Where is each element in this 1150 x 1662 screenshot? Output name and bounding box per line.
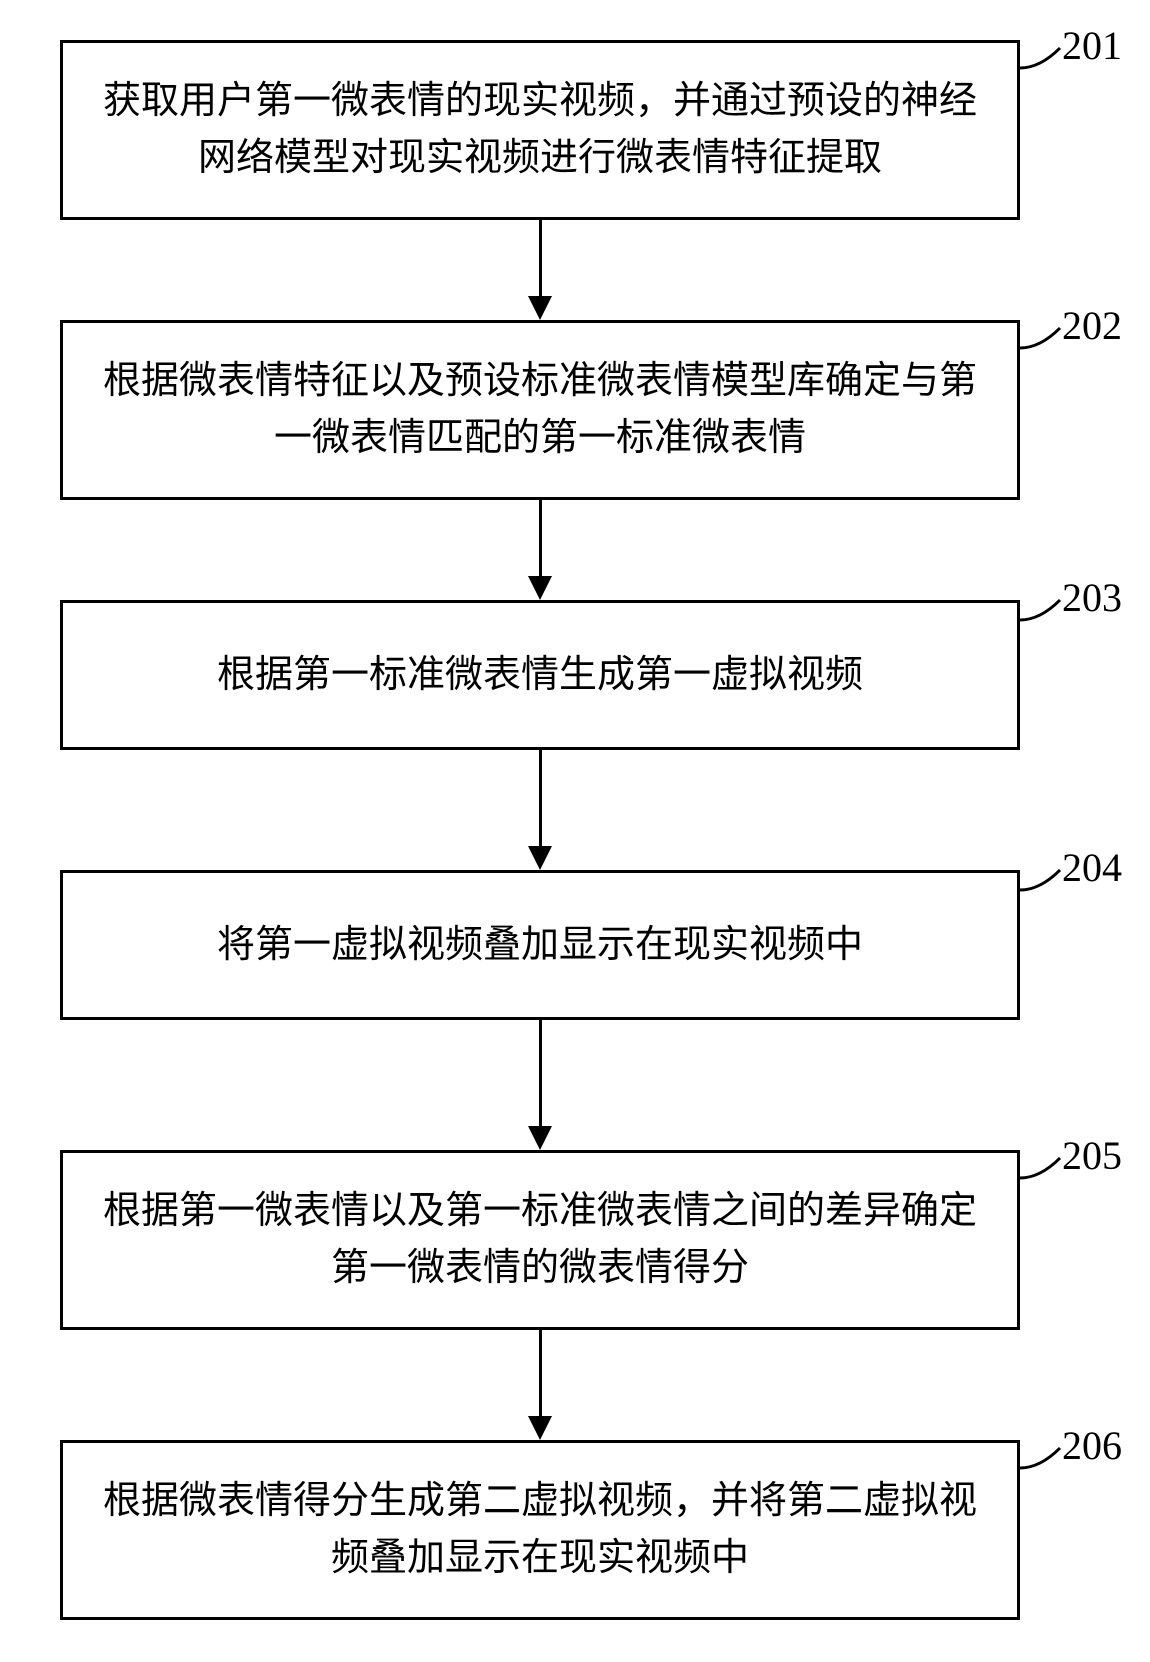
arrow-shaft: [539, 220, 542, 298]
arrow-head-icon: [528, 296, 552, 320]
arrow-shaft: [539, 1020, 542, 1128]
flow-step-text: 根据第一标准微表情生成第一虚拟视频: [217, 647, 863, 704]
flow-step-206: 根据微表情得分生成第二虚拟视频，并将第二虚拟视频叠加显示在现实视频中: [60, 1440, 1020, 1620]
arrow-head-icon: [528, 576, 552, 600]
step-label-204: 204: [1062, 844, 1122, 891]
flow-step-text: 将第一虚拟视频叠加显示在现实视频中: [217, 917, 863, 974]
flow-step-text: 根据微表情特征以及预设标准微表情模型库确定与第一微表情匹配的第一标准微表情: [87, 353, 993, 467]
flow-step-204: 将第一虚拟视频叠加显示在现实视频中: [60, 870, 1020, 1020]
step-label-203: 203: [1062, 574, 1122, 621]
flow-step-205: 根据第一微表情以及第一标准微表情之间的差异确定第一微表情的微表情得分: [60, 1150, 1020, 1330]
leader-line: [0, 0, 1150, 1662]
step-label-205: 205: [1062, 1132, 1122, 1179]
flow-step-text: 获取用户第一微表情的现实视频，并通过预设的神经网络模型对现实视频进行微表情特征提…: [87, 73, 993, 187]
leader-line: [0, 0, 1150, 1662]
arrow-head-icon: [528, 1126, 552, 1150]
flow-step-202: 根据微表情特征以及预设标准微表情模型库确定与第一微表情匹配的第一标准微表情: [60, 320, 1020, 500]
flow-step-201: 获取用户第一微表情的现实视频，并通过预设的神经网络模型对现实视频进行微表情特征提…: [60, 40, 1020, 220]
step-label-202: 202: [1062, 302, 1122, 349]
arrow-head-icon: [528, 1416, 552, 1440]
leader-line: [0, 0, 1150, 1662]
arrow-shaft: [539, 500, 542, 578]
arrow-shaft: [539, 1330, 542, 1418]
step-label-201: 201: [1062, 22, 1122, 69]
leader-line: [0, 0, 1150, 1662]
flow-step-text: 根据微表情得分生成第二虚拟视频，并将第二虚拟视频叠加显示在现实视频中: [87, 1473, 993, 1587]
arrow-shaft: [539, 750, 542, 848]
flow-step-text: 根据第一微表情以及第一标准微表情之间的差异确定第一微表情的微表情得分: [87, 1183, 993, 1297]
flowchart-canvas: 获取用户第一微表情的现实视频，并通过预设的神经网络模型对现实视频进行微表情特征提…: [0, 0, 1150, 1662]
leader-line: [0, 0, 1150, 1662]
step-label-206: 206: [1062, 1422, 1122, 1469]
arrow-head-icon: [528, 846, 552, 870]
flow-step-203: 根据第一标准微表情生成第一虚拟视频: [60, 600, 1020, 750]
leader-line: [0, 0, 1150, 1662]
